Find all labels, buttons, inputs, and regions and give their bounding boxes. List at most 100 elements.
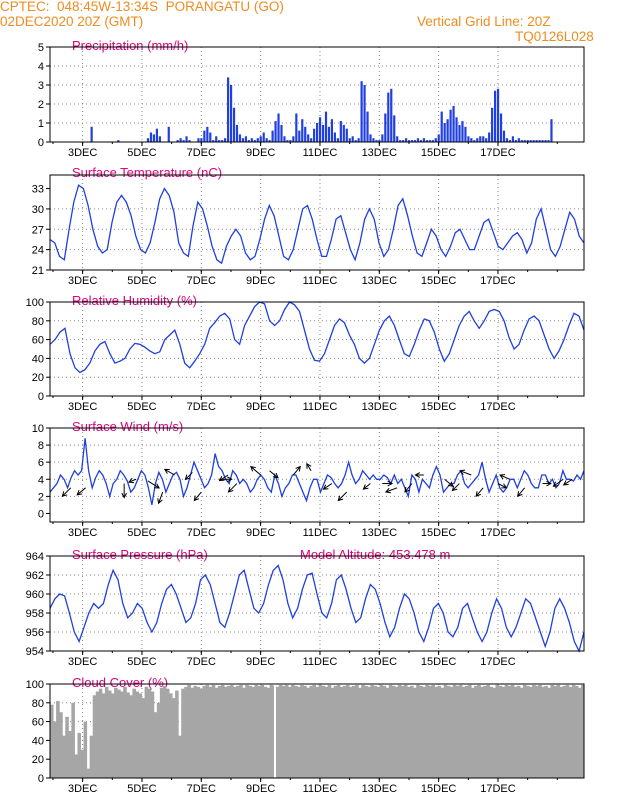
precip-bar bbox=[396, 136, 399, 142]
precip-bar bbox=[215, 136, 218, 142]
cloud-bar bbox=[141, 698, 146, 778]
cloud-bar bbox=[571, 684, 576, 778]
cloud-bar bbox=[217, 685, 222, 778]
panel-frame bbox=[49, 427, 585, 523]
precip-bar bbox=[488, 132, 491, 142]
precip-bar bbox=[482, 136, 485, 142]
precip-bar bbox=[289, 140, 292, 142]
cloud-bar bbox=[156, 702, 161, 778]
y-tick-label: 24 bbox=[32, 245, 44, 257]
cloud-bar bbox=[452, 684, 457, 778]
wind-arrow-head bbox=[227, 476, 233, 483]
x-tick-label: 17DEC bbox=[480, 656, 516, 668]
cloud-bar bbox=[62, 735, 66, 778]
x-tick-label: 3DEC bbox=[68, 656, 97, 668]
precip-bar bbox=[449, 109, 452, 142]
precip-bar bbox=[146, 138, 150, 142]
cloud-bar bbox=[150, 691, 155, 778]
cloud-bar bbox=[226, 685, 231, 778]
cloud-bar bbox=[492, 687, 497, 778]
y-tick-label: 80 bbox=[32, 698, 44, 710]
wind-arrow-head bbox=[516, 491, 523, 498]
cloud-bar bbox=[407, 686, 411, 778]
precip-bar bbox=[197, 138, 200, 142]
cloud-bar bbox=[474, 685, 478, 778]
x-tick-label: 13DEC bbox=[362, 656, 398, 668]
panel-frame bbox=[49, 174, 585, 271]
x-tick-label: 3DEC bbox=[68, 147, 97, 159]
precip-bar bbox=[372, 138, 375, 142]
cloud-bar bbox=[342, 685, 347, 778]
cloud-bar bbox=[349, 686, 353, 778]
cloud-bar bbox=[135, 691, 139, 778]
cloud-bar bbox=[425, 684, 429, 778]
cloud-bar bbox=[333, 685, 338, 778]
series-line bbox=[49, 301, 585, 374]
cloud-bar bbox=[107, 690, 112, 778]
cloud-bar bbox=[269, 684, 274, 778]
x-tick-label: 5DEC bbox=[127, 783, 156, 795]
wind-arrow-head bbox=[218, 475, 225, 482]
precip-bar bbox=[310, 138, 313, 142]
precip-bar bbox=[313, 128, 316, 142]
cloud-bar bbox=[431, 684, 435, 778]
cloud-bar bbox=[559, 686, 564, 778]
precip-bar bbox=[90, 126, 93, 142]
cloud-bar bbox=[288, 686, 292, 778]
panel-5: Cloud Cover (%) 0 20 40 60 80 100 3DEC 5DEC 7DEC 9… bbox=[26, 675, 585, 795]
precip-bar bbox=[407, 140, 411, 142]
precip-bar bbox=[496, 88, 500, 142]
wind-arrow-head bbox=[414, 472, 421, 478]
cloud-bar bbox=[147, 688, 152, 778]
precip-bar bbox=[476, 138, 479, 142]
x-tick-label: 9DEC bbox=[246, 527, 275, 539]
y-tick-label: 20 bbox=[32, 754, 44, 766]
precip-bar bbox=[318, 117, 322, 142]
cloud-bar bbox=[294, 685, 298, 778]
x-tick-label: 11DEC bbox=[303, 147, 338, 159]
x-tick-label: 17DEC bbox=[480, 147, 516, 159]
cloud-bar bbox=[471, 687, 475, 778]
wind-arrow-head bbox=[163, 468, 170, 474]
cloud-bar bbox=[159, 687, 164, 778]
cloud-bar bbox=[541, 686, 545, 778]
precip-bar bbox=[268, 140, 271, 142]
cloud-bar bbox=[535, 685, 539, 778]
y-tick-label: 60 bbox=[32, 717, 44, 729]
cloud-gap bbox=[273, 684, 276, 778]
wind-arrow-head bbox=[76, 489, 83, 496]
precip-bar bbox=[301, 119, 304, 142]
cloud-bar bbox=[132, 688, 136, 778]
cloud-bar bbox=[464, 685, 469, 778]
precip-bar bbox=[333, 132, 336, 142]
precip-bar bbox=[256, 138, 259, 142]
precip-bar bbox=[384, 113, 387, 142]
cloud-bar bbox=[495, 684, 500, 778]
cloud-bar bbox=[187, 684, 191, 778]
x-tick-label: 3DEC bbox=[68, 783, 97, 795]
cloud-bar bbox=[233, 686, 237, 778]
series-line bbox=[49, 564, 585, 653]
wind-arrow bbox=[475, 487, 484, 497]
wind-arrow bbox=[292, 466, 301, 476]
wind-arrow bbox=[553, 478, 564, 487]
cloud-bar bbox=[519, 687, 524, 778]
y-tick-label: 964 bbox=[26, 551, 44, 563]
precip-bar bbox=[390, 88, 393, 142]
wind-arrow bbox=[452, 483, 460, 491]
cloud-bar bbox=[315, 686, 320, 778]
cloud-bar bbox=[95, 691, 100, 778]
panel-1: Surface Temperature (nC) 21 24 27 30 33 3DEC 5D… bbox=[32, 165, 585, 287]
cloud-bar bbox=[391, 685, 396, 778]
precip-bar bbox=[185, 136, 188, 142]
x-tick-label: 13DEC bbox=[362, 275, 398, 287]
cloud-bar bbox=[562, 685, 567, 778]
y-tick-label: 958 bbox=[26, 608, 44, 620]
cloud-bar bbox=[178, 735, 182, 778]
cloud-bar bbox=[92, 695, 97, 778]
precip-bar bbox=[547, 140, 550, 142]
x-tick-label: 15DEC bbox=[421, 656, 457, 668]
wind-arrow bbox=[459, 470, 472, 476]
cloud-bar bbox=[181, 688, 185, 778]
x-tick-label: 15DEC bbox=[421, 275, 457, 287]
